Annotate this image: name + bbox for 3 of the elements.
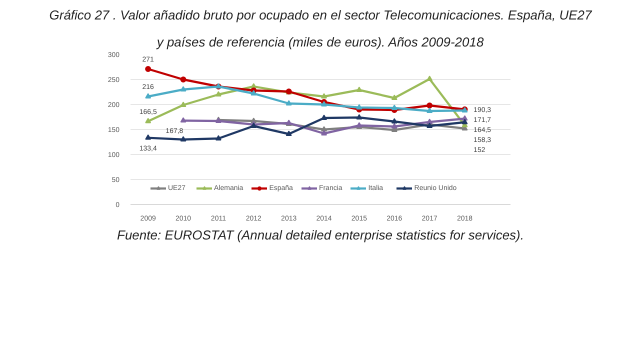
- source-note: Fuente: EUROSTAT (Annual detailed enterprise statistics for services).: [116, 228, 524, 242]
- chart-title: Gráfico 27 . Valor añadido bruto por ocupado en el sector Telecomunicaciones. España, UE27: [49, 8, 593, 22]
- chart-subtitle: y países de referencia (miles de euros). Años 2009-2018: [156, 34, 484, 50]
